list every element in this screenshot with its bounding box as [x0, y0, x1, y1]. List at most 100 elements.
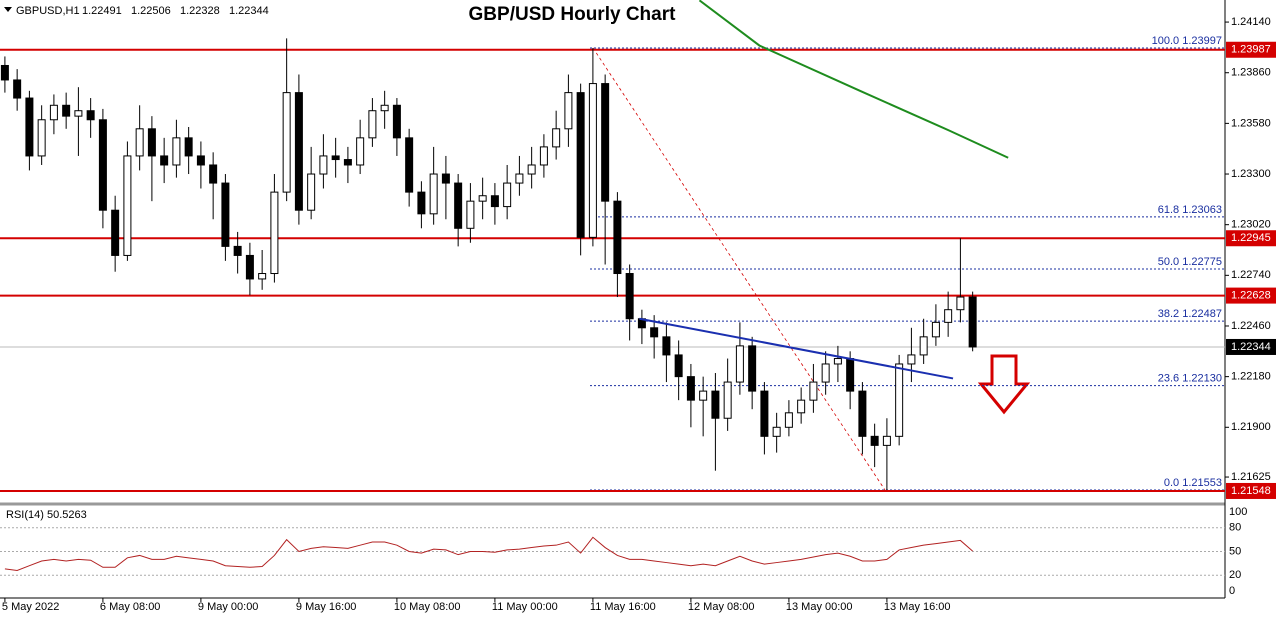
moving-average: [698, 0, 1009, 159]
candle-body: [282, 92, 291, 193]
x-tick-label: 13 May 00:00: [786, 601, 853, 613]
candle-body: [86, 110, 95, 121]
fib-label: 0.0 1.21553: [1164, 477, 1222, 489]
candle-body: [172, 137, 181, 166]
level-label: 1.22628: [1231, 289, 1271, 301]
candle-body: [221, 182, 230, 247]
candle-body: [405, 137, 414, 193]
candle-body: [613, 200, 622, 275]
y-tick-label: 1.23860: [1231, 67, 1271, 79]
x-tick-label: 10 May 08:00: [394, 601, 461, 613]
current-price-box: [1226, 338, 1276, 355]
candle-body: [356, 137, 365, 166]
candle-body: [968, 296, 977, 348]
candle-body: [368, 110, 377, 139]
candle-body: [552, 128, 561, 148]
candle-body: [527, 164, 536, 175]
candle-body: [797, 399, 806, 414]
candle-body: [503, 182, 512, 208]
candle-body: [821, 363, 830, 383]
candle-body: [772, 426, 781, 437]
fib-label: 100.0 1.23997: [1152, 35, 1222, 47]
symbol: GBPUSD,H1: [16, 5, 80, 17]
candle-body: [895, 363, 904, 437]
candle-body: [209, 164, 218, 184]
candle-body: [160, 155, 169, 166]
candle-body: [147, 128, 156, 157]
candle-body: [833, 358, 842, 365]
candle-body: [490, 195, 499, 208]
candle-body: [258, 273, 267, 280]
candle-body: [37, 119, 46, 157]
candle-body: [135, 128, 144, 157]
rsi-tick-label: 100: [1229, 506, 1247, 518]
y-tick-label: 1.23300: [1231, 168, 1271, 180]
candle-body: [686, 376, 695, 401]
candle-body: [319, 155, 328, 175]
y-tick-label: 1.24140: [1231, 16, 1271, 28]
candle-body: [307, 173, 316, 211]
level-box: [1226, 482, 1276, 499]
candle-body: [466, 200, 475, 229]
candle-body: [417, 191, 426, 215]
candle-body: [576, 92, 585, 238]
candle-body: [601, 83, 610, 202]
rsi-tick-label: 50: [1229, 545, 1241, 557]
candle-body: [454, 182, 463, 229]
candle-body: [870, 435, 879, 446]
candle-body: [270, 191, 279, 275]
candle-body: [74, 110, 83, 117]
level-box: [1226, 230, 1276, 247]
current-price-label: 1.22344: [1231, 341, 1271, 353]
x-tick-label: 6 May 08:00: [100, 601, 161, 613]
candle-body: [625, 273, 634, 320]
candle-body: [441, 173, 450, 184]
x-tick-label: 11 May 00:00: [492, 601, 558, 613]
y-tick-label: 1.23580: [1231, 117, 1271, 129]
candle-body: [98, 119, 107, 211]
candle-body: [650, 327, 659, 338]
candle-body: [846, 358, 855, 392]
fib-label: 61.8 1.23063: [1158, 204, 1222, 216]
candle-body: [343, 159, 352, 166]
candle-body: [25, 97, 34, 157]
rsi-line: [4, 536, 973, 571]
candle-body: [62, 104, 71, 117]
candle-body: [294, 92, 303, 211]
level-label: 1.23987: [1231, 44, 1271, 56]
rsi-tick-label: 80: [1229, 522, 1241, 534]
candle-body: [515, 173, 524, 184]
y-tick-label: 1.21625: [1231, 471, 1271, 483]
candle-body: [858, 390, 867, 437]
y-tick-label: 1.22180: [1231, 371, 1271, 383]
x-tick-label: 11 May 16:00: [590, 601, 656, 613]
rsi-tick-label: 20: [1229, 569, 1241, 581]
arrow-shape: [977, 354, 1031, 415]
rsi-tick-label: 0: [1229, 585, 1235, 597]
candle-body: [662, 336, 671, 356]
candle-body: [196, 155, 205, 166]
x-tick-label: 9 May 16:00: [296, 601, 357, 613]
level-label: 1.21548: [1231, 485, 1271, 497]
sell-arrow: [977, 354, 1031, 415]
candle-body: [331, 155, 340, 161]
level-box: [1226, 41, 1276, 58]
candle-body: [245, 254, 254, 280]
candle-body: [674, 354, 683, 378]
chart-title: GBP/USD Hourly Chart: [469, 4, 677, 25]
candle-body: [233, 245, 242, 256]
candle-body: [748, 345, 757, 392]
x-tick-label: 9 May 00:00: [198, 601, 259, 613]
y-tick-label: 1.23020: [1231, 219, 1271, 231]
header-value: 1.22491: [82, 5, 122, 17]
candle-body: [539, 146, 548, 166]
candle-body: [956, 296, 965, 311]
candle-body: [111, 209, 120, 256]
candle-body: [919, 336, 928, 356]
candle-body: [0, 64, 9, 81]
fib-label: 23.6 1.22130: [1158, 373, 1222, 385]
candle-body: [907, 354, 916, 365]
candle-body: [809, 381, 818, 401]
x-tick-label: 12 May 08:00: [688, 601, 755, 613]
